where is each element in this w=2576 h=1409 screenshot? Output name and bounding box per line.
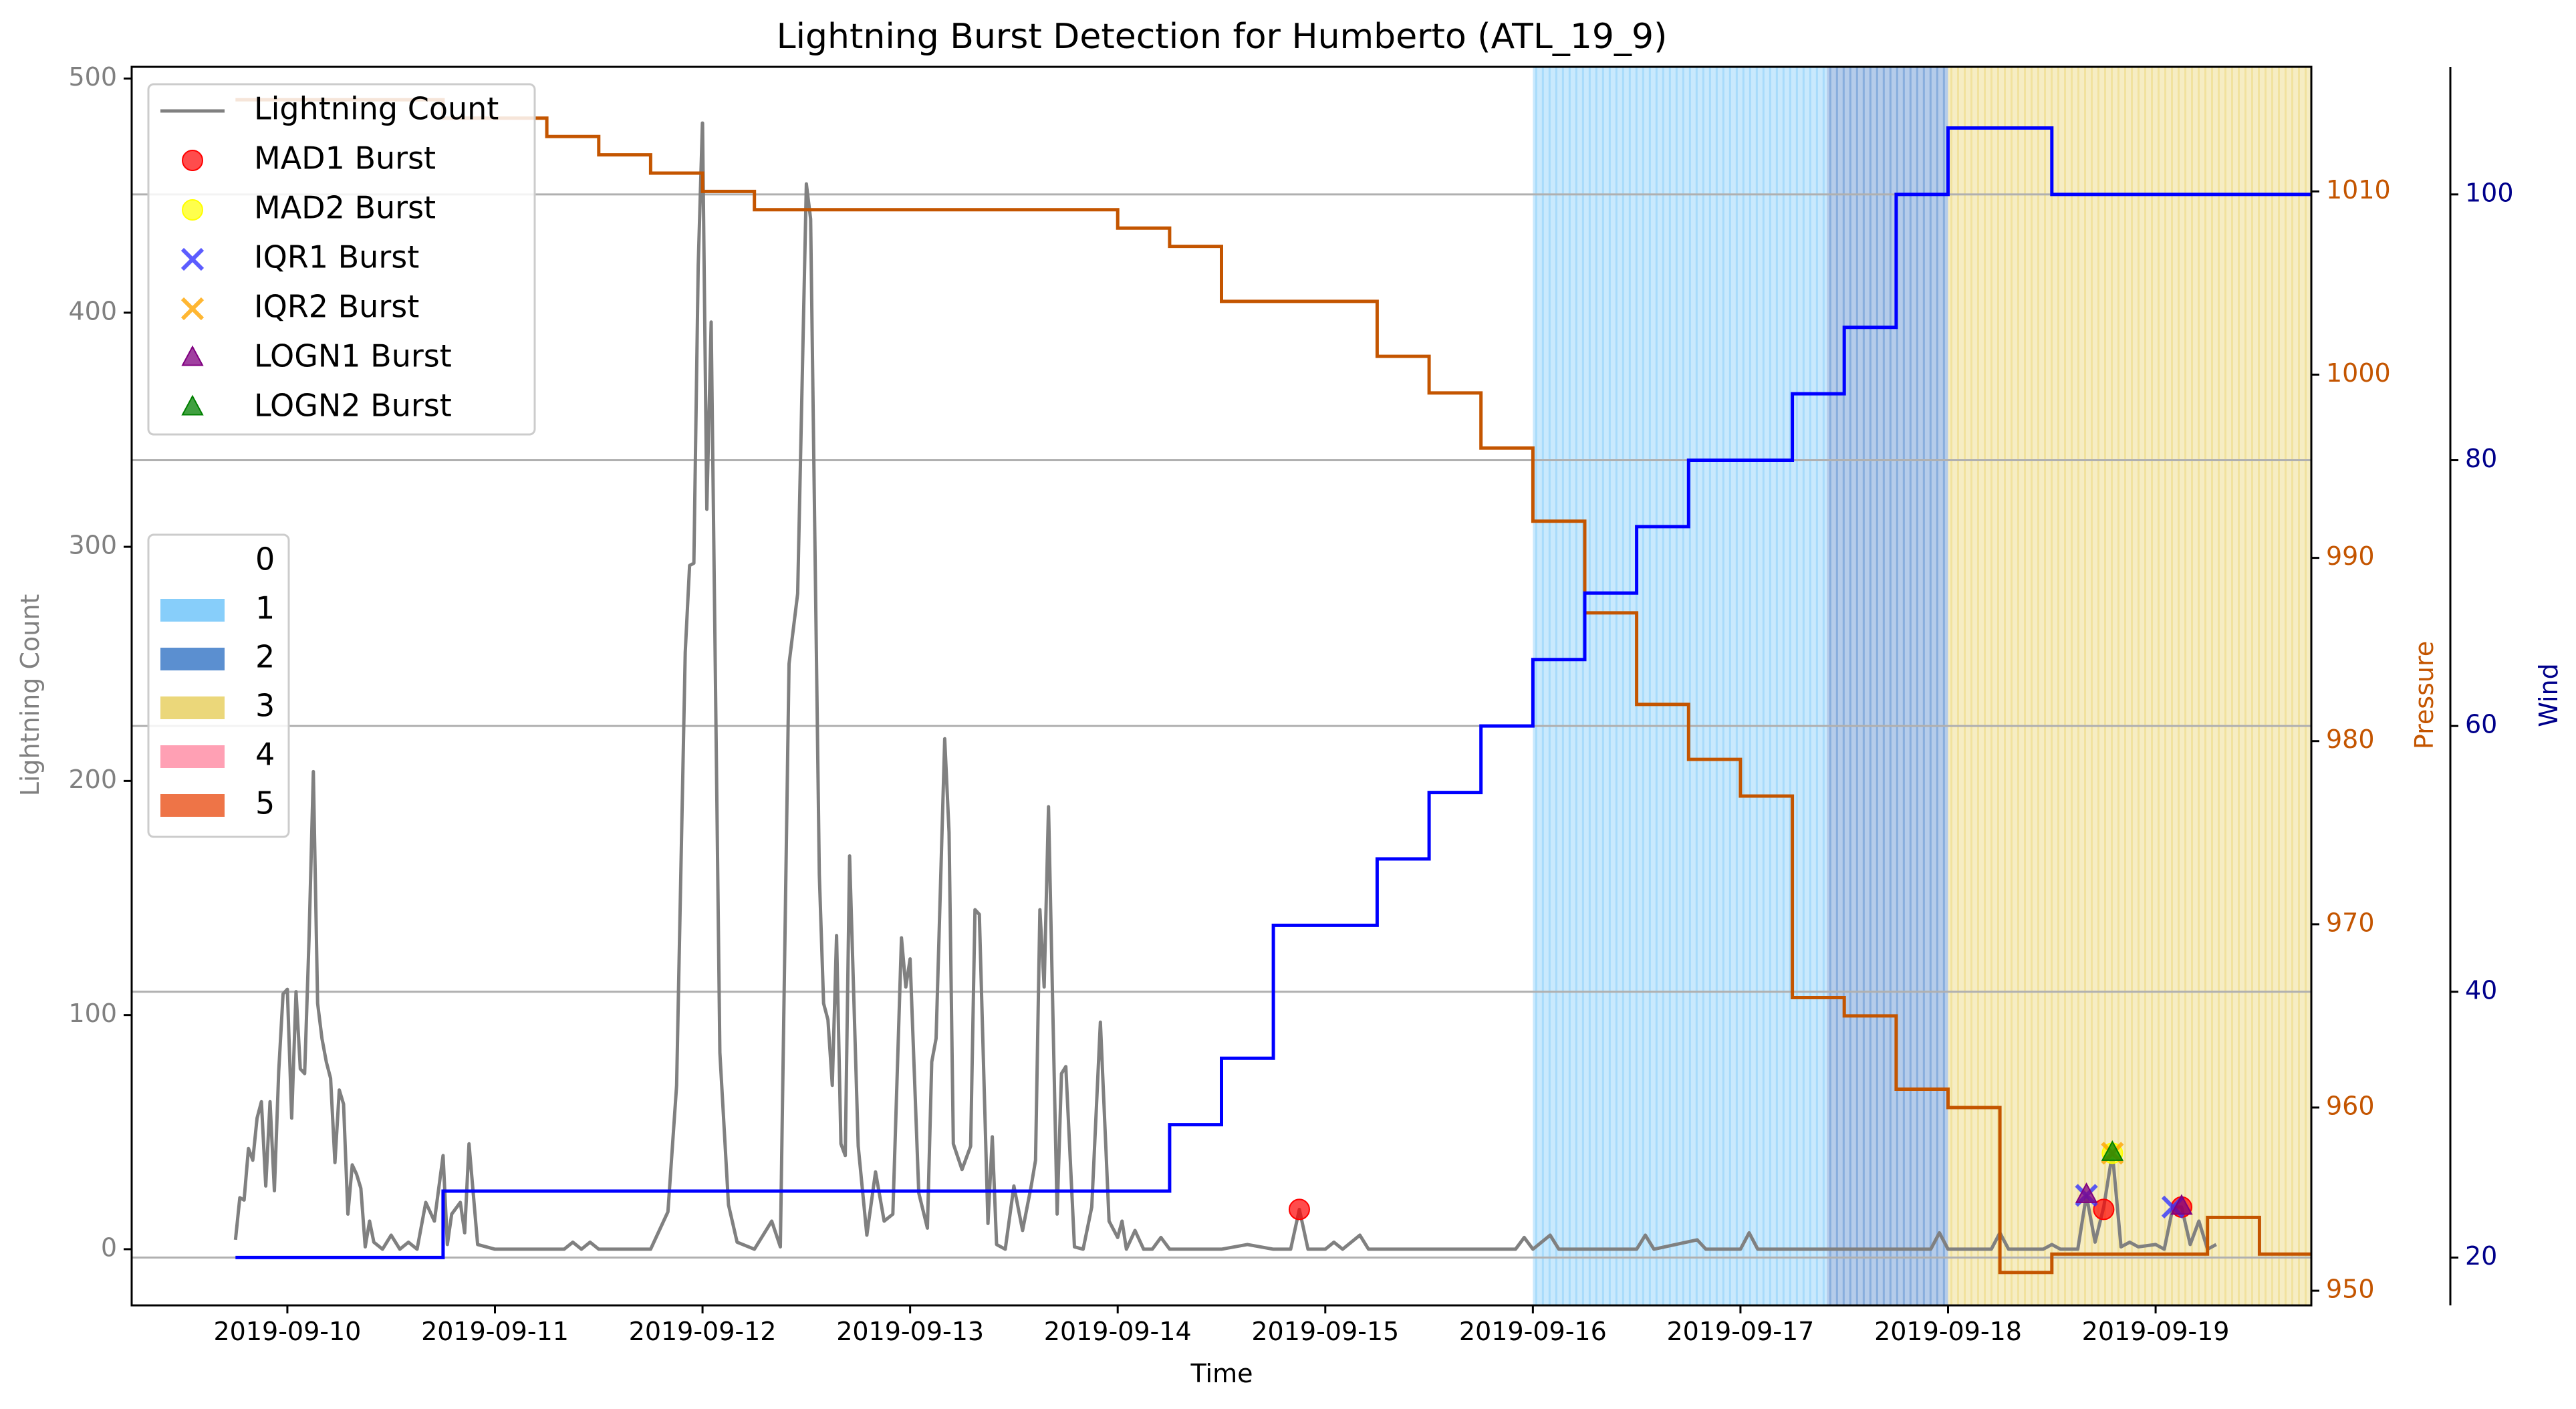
- lightning-tick-label: 200: [68, 765, 117, 794]
- pressure-tick-label: 1000: [2326, 358, 2391, 388]
- burst-legend: Lightning Count MAD1 Burst MAD2 Burst IQR1 …: [147, 83, 536, 436]
- wind-line: [235, 126, 2311, 1259]
- legend-category-label: 4: [255, 737, 275, 773]
- axes: 0100200300400500950960970980990100010102…: [68, 62, 2513, 1346]
- x-tick-label: 2019-09-11: [421, 1317, 569, 1346]
- category-legend: 0 1 2 3 4 5: [147, 533, 290, 838]
- x-axis-label: Time: [1190, 1359, 1253, 1388]
- category-bands: [1533, 67, 2311, 1305]
- x-tick-label: 2019-09-15: [1251, 1317, 1399, 1346]
- wind-tick-label: 80: [2465, 444, 2497, 473]
- x-tick-label: 2019-09-13: [836, 1317, 984, 1346]
- plot-frame: [130, 66, 2313, 1307]
- legend-label: MAD1 Burst: [254, 140, 436, 176]
- pressure-tick-label: 950: [2326, 1275, 2375, 1304]
- legend-iqr2-burst-swatch: [180, 297, 205, 321]
- lightning-axis-label: Lightning Count: [15, 594, 45, 797]
- legend-label: LOGN2 Burst: [254, 388, 452, 424]
- lightning-tick-label: 100: [68, 999, 117, 1028]
- wind-axis-label: Wind: [2534, 663, 2563, 727]
- pressure-tick-label: 970: [2326, 908, 2375, 937]
- pressure-axis-label: Pressure: [2410, 641, 2439, 749]
- pressure-tick-label: 990: [2326, 541, 2375, 571]
- legend-category-label: 1: [255, 590, 275, 626]
- legend-logn1-burst-swatch: [181, 345, 204, 366]
- lightning-tick-label: 400: [68, 296, 117, 326]
- pressure-line: [235, 98, 2311, 1275]
- legend-category-label: 5: [255, 785, 275, 821]
- x-tick-label: 2019-09-14: [1044, 1317, 1192, 1346]
- legend-label: Lightning Count: [254, 91, 499, 127]
- wind-tick-label: 20: [2465, 1241, 2497, 1271]
- x-tick-label: 2019-09-18: [1874, 1317, 2022, 1346]
- legend-mad1-burst-swatch: [182, 150, 203, 171]
- legend-category-swatch: [160, 794, 225, 817]
- x-tick-label: 2019-09-12: [629, 1317, 777, 1346]
- lightning-tick-label: 300: [68, 531, 117, 560]
- x-tick-label: 2019-09-19: [2082, 1317, 2230, 1346]
- legends: Lightning Count MAD1 Burst MAD2 Burst IQR1 …: [147, 83, 536, 838]
- category-band-2: [1827, 67, 1948, 1305]
- legend-logn2-burst-swatch: [181, 394, 204, 416]
- legend-iqr1-burst-swatch: [180, 247, 205, 271]
- mad1-burst-marker: [1288, 1198, 1310, 1221]
- pressure-tick-label: 1010: [2326, 175, 2391, 205]
- legend-category-swatch: [160, 745, 225, 768]
- legend-category-swatch: [160, 550, 225, 573]
- logn1-burst-marker: [2170, 1194, 2193, 1215]
- legend-mad2-burst-swatch: [182, 199, 203, 221]
- lightning-tick-label: 500: [68, 62, 117, 92]
- x-tick-label: 2019-09-17: [1667, 1317, 1815, 1346]
- legend-category-label: 0: [255, 541, 275, 578]
- mad1-burst-marker: [2093, 1198, 2115, 1221]
- wind-tick-label: 100: [2465, 178, 2514, 207]
- logn2-burst-marker: [2101, 1140, 2124, 1161]
- legend-label: IQR2 Burst: [254, 289, 419, 325]
- chart-title: Lightning Burst Detection for Humberto (…: [777, 17, 1668, 57]
- burst-markers: [1288, 1140, 2193, 1221]
- logn1-burst-marker: [2075, 1182, 2098, 1203]
- legend-label: LOGN1 Burst: [254, 338, 452, 374]
- category-band-1: [1533, 67, 1827, 1305]
- legend-category-swatch: [160, 696, 225, 719]
- pressure-tick-label: 960: [2326, 1091, 2375, 1120]
- wind-tick-label: 60: [2465, 710, 2497, 739]
- legend-label: IQR1 Burst: [254, 239, 419, 275]
- x-tick-label: 2019-09-10: [214, 1317, 362, 1346]
- category-band-3: [1948, 67, 2311, 1305]
- lightning-tick-label: 0: [101, 1233, 117, 1262]
- x-tick-label: 2019-09-16: [1459, 1317, 1607, 1346]
- wind-tick-label: 40: [2465, 975, 2497, 1005]
- legend-label: MAD2 Burst: [254, 190, 436, 226]
- series-lines: [233, 98, 2311, 1275]
- legend-category-swatch: [160, 599, 225, 622]
- legend-category-label: 2: [255, 639, 275, 675]
- legend-category-swatch: [160, 648, 225, 670]
- pressure-tick-label: 980: [2326, 725, 2375, 754]
- legend-category-label: 3: [255, 688, 275, 724]
- lightning-count-line: [233, 121, 2217, 1251]
